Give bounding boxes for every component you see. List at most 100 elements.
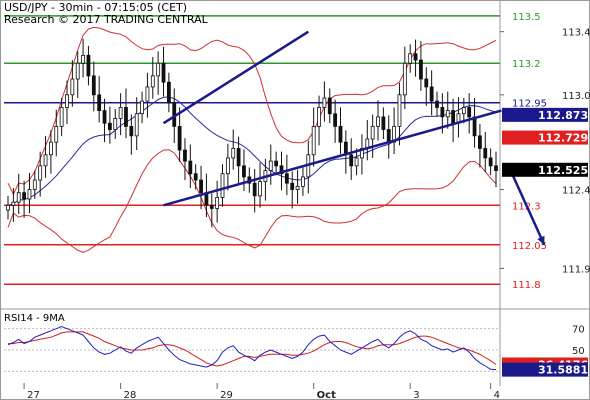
candle (311, 107, 316, 167)
candle (16, 173, 21, 214)
candle-body (124, 107, 128, 127)
candle-body (445, 110, 450, 118)
candle (451, 98, 455, 143)
candle (27, 172, 32, 214)
candle (252, 168, 257, 213)
candle-body (435, 100, 439, 108)
x-axis: 27 28 29 Oct 3 4 (23, 383, 500, 400)
level-label-113.2: 113.2 (512, 59, 541, 70)
candle-body (419, 59, 423, 80)
candle (215, 180, 220, 223)
candle-body (290, 182, 295, 190)
rsi-title: RSI14 - 9MA (4, 313, 65, 324)
candle (392, 107, 397, 154)
candle-body (301, 176, 305, 187)
candle (209, 193, 214, 228)
candle-body (27, 189, 32, 200)
candle (322, 81, 327, 122)
price-box-112.729: 112.729 (502, 130, 588, 145)
level-label-113.5: 113.5 (512, 12, 541, 23)
candle-body (402, 62, 407, 96)
candle (365, 120, 370, 161)
candle-body (129, 125, 134, 137)
candle (381, 107, 386, 140)
candle (124, 88, 128, 139)
candle (59, 97, 64, 136)
y-tick-label-111.9: 111.9 (562, 264, 590, 275)
candle-body (467, 107, 472, 118)
candle-body (70, 78, 75, 96)
candle-body (424, 78, 429, 88)
candle (236, 136, 241, 185)
candle-body (483, 148, 488, 159)
candle-body (268, 160, 273, 171)
candle (376, 100, 380, 141)
candle-body (279, 165, 284, 175)
candle (199, 165, 203, 210)
candle-body (188, 160, 193, 175)
moving-average-line (7, 96, 497, 206)
candle-body (22, 192, 26, 200)
candle-body (86, 54, 91, 77)
candle-body (199, 179, 203, 194)
candle-body (183, 149, 187, 162)
candle (129, 114, 134, 155)
candle (118, 93, 123, 136)
candles (6, 38, 498, 228)
candle-body (317, 107, 321, 127)
channel-upper-line (162, 30, 309, 125)
candle-body (231, 148, 236, 159)
candle (268, 144, 273, 185)
candle (343, 130, 348, 174)
candle (274, 151, 279, 176)
candle (429, 70, 434, 116)
candle (177, 107, 182, 162)
price-box-112.873: 112.873 (502, 107, 588, 122)
rsi-tick-70: 70 (572, 325, 585, 336)
x-tick-label-28: 28 (124, 390, 137, 400)
x-tick-label-29: 29 (220, 390, 233, 400)
candle-body (311, 125, 316, 156)
candle (354, 148, 359, 176)
candle (49, 130, 53, 174)
candle (295, 169, 300, 204)
candle (461, 97, 466, 124)
candle (370, 114, 375, 158)
candle-body (322, 97, 327, 108)
candle-body (333, 113, 338, 127)
candle (188, 144, 193, 188)
candle (6, 195, 10, 220)
candle (258, 162, 262, 208)
rsi-box-31.5881: 31.5881 (502, 362, 588, 377)
candle-body (75, 62, 80, 80)
candle (402, 46, 407, 110)
candle-body (209, 204, 214, 209)
candle-body (440, 107, 445, 118)
candle-body (97, 94, 102, 111)
price-box-bg (502, 130, 588, 145)
candle-body (242, 165, 246, 178)
candle-body (295, 185, 300, 190)
candle (204, 173, 209, 218)
candle (317, 95, 321, 146)
x-tick-label-27: 27 (27, 390, 40, 400)
candle-body (150, 75, 155, 88)
candle (397, 82, 402, 146)
candle (360, 134, 364, 175)
candle (156, 51, 161, 95)
candle-body (156, 62, 161, 77)
candle-body (225, 157, 230, 175)
candle-body (81, 54, 85, 64)
candle-body (472, 116, 477, 137)
level-label-112.95: 112.95 (512, 99, 547, 110)
forecast-arrow-head (537, 235, 545, 245)
level-label-111.8: 111.8 (512, 280, 541, 291)
candle (290, 171, 295, 209)
candle-body (349, 154, 354, 167)
rsi-box-bg (502, 362, 588, 377)
candle-body (408, 53, 413, 64)
candle-body (134, 113, 139, 137)
candle-body (376, 116, 380, 127)
candle-body (252, 182, 257, 197)
